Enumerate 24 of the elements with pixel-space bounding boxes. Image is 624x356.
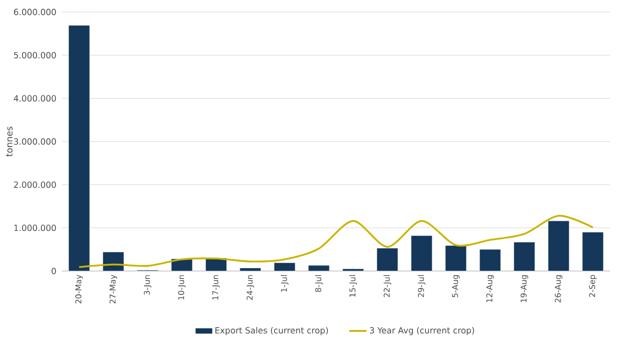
bar (342, 268, 364, 272)
y-tick-label: 4.000.000 (14, 95, 56, 102)
y-tick-label: 1.000.000 (14, 224, 56, 232)
bar (240, 268, 262, 272)
legend-label: Export Sales (current crop) (215, 326, 328, 336)
y-tick-label: 2.000.000 (14, 181, 56, 188)
y-axis-title: tonnes (6, 126, 13, 157)
bar (479, 249, 501, 272)
bar (582, 232, 604, 272)
bar (445, 245, 467, 272)
bar (102, 252, 124, 272)
y-tick-label: 6.000.000 (14, 8, 56, 16)
legend-label: 3 Year Avg (current crop) (370, 326, 474, 336)
bar (376, 248, 398, 272)
y-tick-label: 0 (52, 268, 56, 274)
line-series (78, 214, 594, 268)
y-tick-label: 5.000.000 (14, 52, 56, 58)
bar (274, 262, 296, 272)
y-tick-label: 3.000.000 (14, 138, 56, 145)
bar (514, 242, 536, 272)
bar (68, 25, 90, 272)
bar (548, 220, 570, 272)
bar (308, 265, 330, 272)
bar (410, 235, 432, 272)
